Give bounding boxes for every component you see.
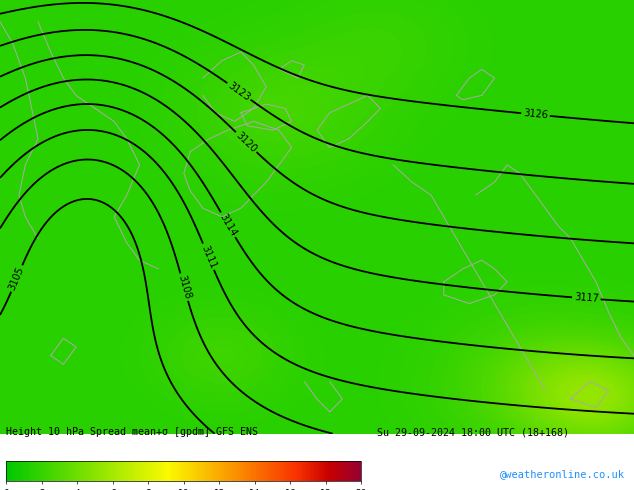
- Text: Height 10 hPa Spread mean+σ [gpdm] GFS ENS: Height 10 hPa Spread mean+σ [gpdm] GFS E…: [6, 427, 258, 437]
- Text: 3114: 3114: [217, 212, 238, 238]
- Text: 3123: 3123: [226, 80, 252, 102]
- Text: Su 29-09-2024 18:00 UTC (18+168): Su 29-09-2024 18:00 UTC (18+168): [377, 427, 569, 437]
- Text: 3108: 3108: [176, 274, 192, 300]
- Text: 3120: 3120: [234, 130, 259, 154]
- Text: 3126: 3126: [523, 108, 548, 121]
- Text: 3117: 3117: [574, 293, 599, 304]
- Text: @weatheronline.co.uk: @weatheronline.co.uk: [500, 469, 624, 479]
- Text: 3111: 3111: [199, 244, 217, 270]
- Text: 3105: 3105: [8, 265, 26, 292]
